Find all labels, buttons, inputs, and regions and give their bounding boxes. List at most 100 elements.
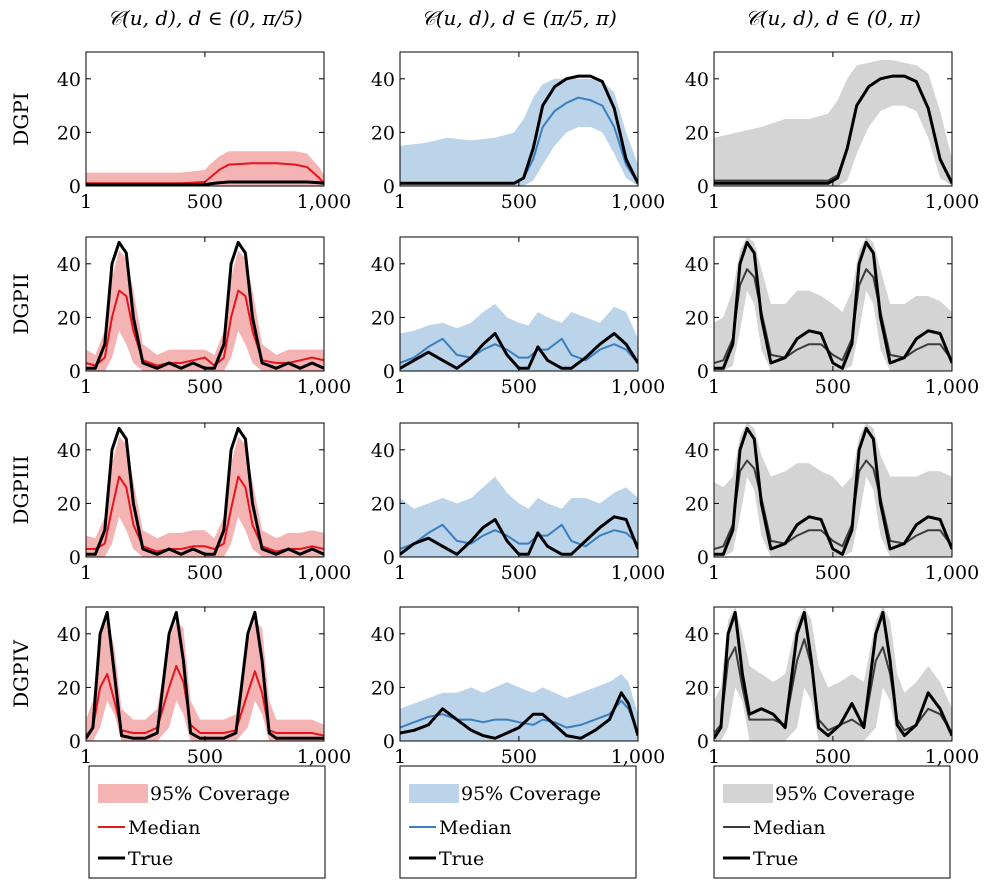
panel-dgpii-col3-ytick-label: 40 bbox=[685, 254, 709, 276]
legend-true-label: True bbox=[439, 848, 484, 870]
panel-dgpiii-col1: 0 20 40 1 500 1,000 bbox=[57, 422, 351, 584]
panel-dgpiv-col2-median-line bbox=[400, 699, 638, 734]
panel-dgpi-col3-coverage-band bbox=[714, 60, 952, 186]
panel-dgpi-col1-true-line bbox=[86, 180, 324, 186]
panel-dgpi-col2-ytick-label: 0 bbox=[383, 176, 395, 198]
panel-dgpii-col1-ytick-label: 40 bbox=[57, 254, 81, 276]
panel-dgpiii-col3: 0 20 40 1 500 1,000 bbox=[685, 422, 979, 584]
panel-dgpiii-col2: 0 20 40 1 500 1,000 bbox=[371, 422, 665, 584]
panel-dgpii-col1-xtick-label: 1,000 bbox=[297, 376, 351, 398]
panel-dgpiii-col3-ytick-label: 20 bbox=[685, 493, 709, 515]
panel-dgpi-col1-xtick-label: 1 bbox=[80, 191, 92, 213]
panel-dgpiv-col3: 0 20 40 1 500 1,000 bbox=[685, 606, 979, 768]
panel-dgpiv-col2-ytick-label: 0 bbox=[383, 731, 395, 753]
panels: 0 20 40 1 500 1,000 0 20 40 1 500 1,000 0 20 40 1 500 1,0… bbox=[57, 51, 979, 768]
panel-dgpii-col3-ytick-label: 0 bbox=[697, 361, 709, 383]
panel-dgpiv-col1-ytick-label: 40 bbox=[57, 624, 81, 646]
panel-dgpi-col1-ytick-label: 0 bbox=[69, 176, 81, 198]
legend-coverage-swatch bbox=[98, 784, 148, 803]
panel-dgpiv-col1-xtick-label: 500 bbox=[187, 746, 223, 768]
panel-dgpiv-col1-ytick-label: 0 bbox=[69, 731, 81, 753]
panel-dgpiv-col3-xtick-label: 1,000 bbox=[925, 746, 979, 768]
panel-dgpi-col2: 0 20 40 1 500 1,000 bbox=[371, 51, 665, 213]
legend-col1: 95% Coverage Median True bbox=[88, 765, 326, 879]
row-label-dgpii: DGPII bbox=[9, 273, 33, 334]
panel-dgpi-col3-ytick-label: 20 bbox=[685, 122, 709, 144]
panel-dgpi-col1-xtick-label: 500 bbox=[187, 191, 223, 213]
column-titles: 𝒞(u, d), d ∈ (0, π/5) 𝒞(u, d), d ∈ (π/5, … bbox=[107, 6, 921, 30]
legend-true-label: True bbox=[753, 848, 798, 870]
panel-dgpiii-col1-xtick-label: 1 bbox=[80, 562, 92, 584]
panel-dgpi-col2-ytick-label: 20 bbox=[371, 122, 395, 144]
panel-dgpiii-col2-ytick-label: 40 bbox=[371, 440, 395, 462]
panel-dgpiii-col2-true-line bbox=[400, 515, 638, 556]
panel-dgpiv-col2-xtick-label: 1 bbox=[394, 746, 406, 768]
panel-dgpiii-col1-ytick-label: 40 bbox=[57, 440, 81, 462]
panel-dgpiii-col3-xtick-label: 1 bbox=[708, 562, 720, 584]
panel-dgpii-col2-xtick-label: 1 bbox=[394, 376, 406, 398]
panel-dgpi-col3: 0 20 40 1 500 1,000 bbox=[685, 51, 979, 213]
panel-dgpi-col2-xtick-label: 500 bbox=[501, 191, 537, 213]
panel-dgpiii-col3-ytick-label: 40 bbox=[685, 440, 709, 462]
panel-dgpii-col3-xtick-label: 1,000 bbox=[925, 376, 979, 398]
panel-dgpii-col2-xtick-label: 1,000 bbox=[611, 376, 665, 398]
legends: 95% Coverage Median True 95% Coverage Median… bbox=[88, 765, 951, 879]
panel-dgpiv-col1: 0 20 40 1 500 1,000 bbox=[57, 606, 351, 768]
panel-dgpiv-col2-true-line bbox=[400, 691, 638, 740]
panel-dgpiii-col2-ytick-label: 20 bbox=[371, 493, 395, 515]
panel-dgpiv-col2-xtick-label: 1,000 bbox=[611, 746, 665, 768]
panel-dgpi-col3-xtick-label: 1,000 bbox=[925, 191, 979, 213]
panel-dgpiv-col3-ytick-label: 0 bbox=[697, 731, 709, 753]
panel-dgpii-col3-true-line bbox=[714, 240, 952, 370]
panel-dgpi-col1-ytick-label: 20 bbox=[57, 122, 81, 144]
panel-dgpii-col1-median-line bbox=[86, 289, 324, 367]
legend-coverage-swatch bbox=[723, 784, 773, 803]
panel-dgpii-col2-coverage-band bbox=[400, 304, 638, 371]
panel-dgpiv-col3-xtick-label: 500 bbox=[815, 746, 851, 768]
panel-dgpi-col1-xtick-label: 1,000 bbox=[297, 191, 351, 213]
panel-dgpi-col3-true-line bbox=[714, 74, 952, 185]
panel-dgpiv-col1-coverage-band bbox=[86, 620, 324, 741]
panel-dgpiv-col3-ytick-label: 20 bbox=[685, 677, 709, 699]
legend-median-label: Median bbox=[128, 817, 201, 839]
legend-coverage-label: 95% Coverage bbox=[461, 783, 601, 805]
panel-dgpii-col2-ytick-label: 20 bbox=[371, 307, 395, 329]
panel-dgpiv-col1-median-line bbox=[86, 665, 324, 737]
legend-coverage-swatch bbox=[409, 784, 459, 803]
panel-dgpii-col1-xtick-label: 1 bbox=[80, 376, 92, 398]
legend-col2: 95% Coverage Median True bbox=[399, 765, 637, 879]
panel-dgpii-col1: 0 20 40 1 500 1,000 bbox=[57, 236, 351, 398]
panel-dgpii-col2-median-line bbox=[400, 337, 638, 364]
panel-dgpiii-col2-median-line bbox=[400, 523, 638, 550]
panel-dgpi-col2-xtick-label: 1,000 bbox=[611, 191, 665, 213]
panel-dgpi-col2-xtick-label: 1 bbox=[394, 191, 406, 213]
panel-dgpii-col3-xtick-label: 1 bbox=[708, 376, 720, 398]
panel-dgpiii-col2-coverage-band bbox=[400, 476, 638, 557]
panel-dgpi-col2-ytick-label: 40 bbox=[371, 69, 395, 91]
panel-dgpiii-col2-xtick-label: 500 bbox=[501, 562, 537, 584]
panel-dgpi-col3-xtick-label: 1 bbox=[708, 191, 720, 213]
panel-dgpii-col1-ytick-label: 0 bbox=[69, 361, 81, 383]
panel-dgpiii-col1-median-line bbox=[86, 475, 324, 553]
panel-dgpiii-col3-ytick-label: 0 bbox=[697, 547, 709, 569]
panel-dgpiii-col1-coverage-band bbox=[86, 436, 324, 557]
column-title-3: 𝒞(u, d), d ∈ (0, π) bbox=[745, 6, 921, 30]
panel-dgpiv-col2-coverage-band bbox=[400, 674, 638, 741]
panel-dgpiv-col2: 0 20 40 1 500 1,000 bbox=[371, 606, 665, 768]
legend-median-label: Median bbox=[439, 817, 512, 839]
panel-dgpiii-col2-xtick-label: 1,000 bbox=[611, 562, 665, 584]
legend-true-label: True bbox=[128, 848, 173, 870]
panel-dgpiv-col2-ytick-label: 20 bbox=[371, 677, 395, 699]
panel-dgpii-col1-coverage-band bbox=[86, 250, 324, 371]
panel-dgpiv-col1-xtick-label: 1,000 bbox=[297, 746, 351, 768]
panel-dgpiv-col3-true-line bbox=[714, 610, 952, 740]
panel-dgpi-col3-ytick-label: 0 bbox=[697, 176, 709, 198]
panel-dgpii-col1-xtick-label: 500 bbox=[187, 376, 223, 398]
panel-dgpiii-col3-xtick-label: 500 bbox=[815, 562, 851, 584]
panel-dgpii-col3-ytick-label: 20 bbox=[685, 307, 709, 329]
panel-dgpii-col2-true-line bbox=[400, 332, 638, 370]
panel-dgpii-col2-ytick-label: 0 bbox=[383, 361, 395, 383]
legend-coverage-label: 95% Coverage bbox=[150, 783, 290, 805]
panel-dgpiii-col2-ytick-label: 0 bbox=[383, 547, 395, 569]
